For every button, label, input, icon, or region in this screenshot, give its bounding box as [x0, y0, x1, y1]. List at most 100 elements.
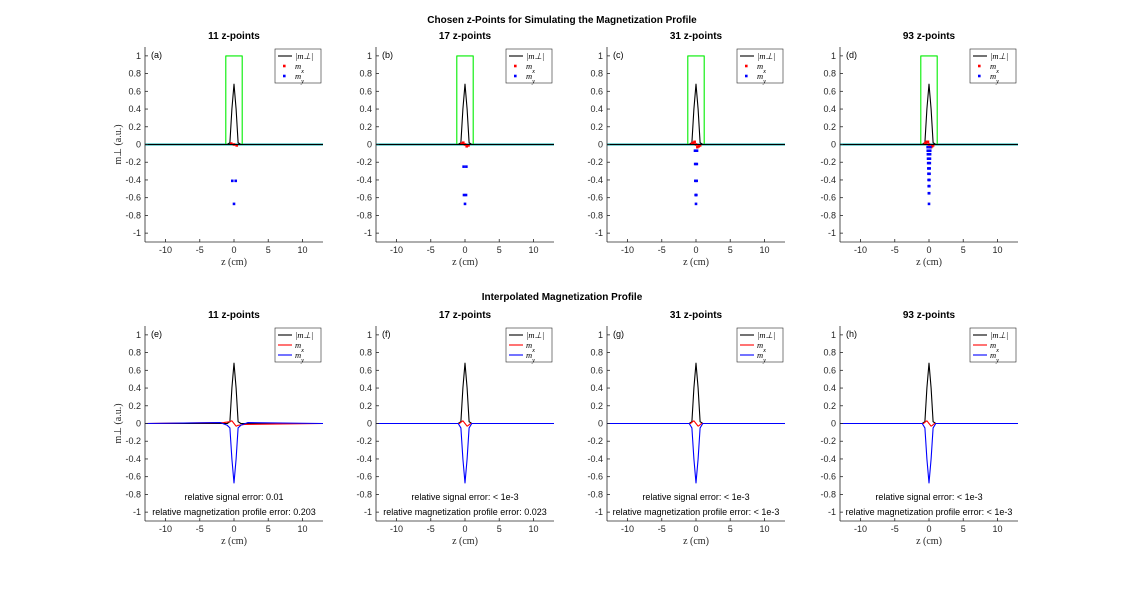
error-annotation: relative signal error: < 1e-3	[875, 492, 982, 502]
y-tick-label: 0.6	[128, 365, 141, 375]
legend-label: |m⊥|	[295, 51, 313, 61]
x-axis-label: z (cm)	[221, 536, 247, 547]
panel-title: 17 z-points	[439, 31, 492, 42]
series-line-mperp	[921, 83, 937, 145]
legend-label: my	[990, 350, 999, 364]
marker-mx	[465, 144, 469, 148]
legend-box	[505, 48, 553, 84]
marker-my	[929, 145, 932, 149]
y-tick-label: 1	[598, 330, 603, 340]
marker-my	[234, 179, 238, 183]
panel-tag: (f)	[382, 329, 391, 339]
series-line-mperp	[145, 362, 323, 425]
x-tick-label: -10	[621, 245, 634, 255]
y-tick-label: 0.2	[590, 401, 603, 411]
x-axis-label: z (cm)	[452, 257, 478, 268]
error-annotation: relative magnetization profile error: < …	[613, 507, 780, 517]
x-tick-label: 5	[961, 245, 966, 255]
x-tick-label: 10	[297, 245, 307, 255]
marker-mx	[697, 144, 701, 148]
data-layer	[376, 55, 554, 206]
y-tick-label: 0.8	[823, 348, 836, 358]
data-layer	[840, 55, 1018, 206]
x-tick-label: -10	[390, 524, 403, 534]
marker-my	[927, 184, 931, 188]
x-tick-label: -10	[854, 245, 867, 255]
marker-my	[926, 161, 930, 165]
y-tick-label: -0.2	[125, 436, 141, 446]
y-tick-label: 0	[136, 140, 141, 150]
y-tick-label: 0.6	[823, 365, 836, 375]
x-tick-label: -10	[159, 524, 172, 534]
y-tick-label: 1	[831, 330, 836, 340]
x-tick-label: 0	[926, 524, 931, 534]
legend-label: my	[526, 350, 535, 364]
y-tick-label: -0.8	[587, 210, 603, 220]
marker-my	[927, 167, 930, 170]
y-tick-label: 0.8	[359, 69, 372, 79]
x-tick-label: 5	[728, 524, 733, 534]
y-tick-label: 0.2	[128, 401, 141, 411]
y-tick-label: 0.2	[823, 401, 836, 411]
y-tick-label: -0.8	[125, 210, 141, 220]
y-tick-label: -0.8	[587, 489, 603, 499]
x-axis-label: z (cm)	[916, 257, 942, 268]
y-tick-label: 1	[831, 51, 836, 61]
y-tick-label: 0.2	[823, 122, 836, 132]
series-line-mperp	[607, 362, 785, 425]
marker-my	[928, 149, 932, 153]
y-tick-label: 0.6	[590, 365, 603, 375]
y-tick-label: -1	[595, 507, 603, 517]
panel-title: 93 z-points	[903, 310, 956, 321]
marker-my	[693, 162, 697, 166]
marker-my	[464, 193, 468, 197]
suptitle-top: Chosen z-Points for Simulating the Magne…	[427, 15, 697, 26]
legend-label: mx	[526, 61, 535, 75]
y-tick-label: -0.8	[820, 489, 836, 499]
x-tick-label: -10	[390, 245, 403, 255]
x-tick-label: 10	[528, 245, 538, 255]
y-tick-label: 0	[831, 140, 836, 150]
y-tick-label: 0.4	[590, 104, 603, 114]
marker-mx	[461, 141, 465, 145]
marker-my	[694, 179, 697, 183]
marker-my	[465, 165, 468, 168]
panel-g: 31 z-points -10 -5 0 5 10 -1 -0.8 -0.6 -0.4 -0.2 0 0…	[587, 310, 785, 547]
x-tick-label: 10	[992, 524, 1002, 534]
y-tick-label: -0.4	[356, 454, 372, 464]
series-line-mperp	[376, 362, 554, 425]
marker-my	[695, 179, 698, 183]
x-tick-label: 0	[231, 245, 236, 255]
x-tick-label: -5	[658, 524, 666, 534]
y-tick-label: -0.2	[820, 157, 836, 167]
legend-label: my	[295, 71, 304, 85]
series-line-mperp	[840, 362, 1018, 425]
y-tick-label: 0.8	[128, 69, 141, 79]
x-tick-label: -5	[196, 524, 204, 534]
x-tick-label: 0	[693, 524, 698, 534]
series-line-mx	[607, 420, 785, 427]
x-tick-label: -5	[658, 245, 666, 255]
legend-label: mx	[295, 61, 304, 75]
legend-label: |m⊥|	[757, 51, 775, 61]
x-tick-label: -5	[427, 245, 435, 255]
y-tick-label: 0	[831, 419, 836, 429]
y-tick-label: 0.4	[128, 383, 141, 393]
x-axis-label: z (cm)	[683, 257, 709, 268]
x-axis-label: z (cm)	[916, 536, 942, 547]
series-line-mx	[840, 420, 1018, 427]
x-tick-label: 10	[759, 524, 769, 534]
y-tick-label: 0.6	[359, 86, 372, 96]
y-tick-label: 0	[367, 140, 372, 150]
legend-label: |m⊥|	[526, 330, 544, 340]
legend-label: my	[990, 71, 999, 85]
panel-title: 31 z-points	[670, 310, 723, 321]
legend-marker	[745, 64, 748, 68]
marker-mx	[693, 140, 696, 144]
y-tick-label: -0.8	[356, 489, 372, 499]
x-tick-label: -5	[891, 245, 899, 255]
data-layer	[145, 362, 323, 484]
x-tick-label: 0	[462, 524, 467, 534]
y-tick-label: -1	[828, 507, 836, 517]
marker-my	[926, 157, 930, 160]
